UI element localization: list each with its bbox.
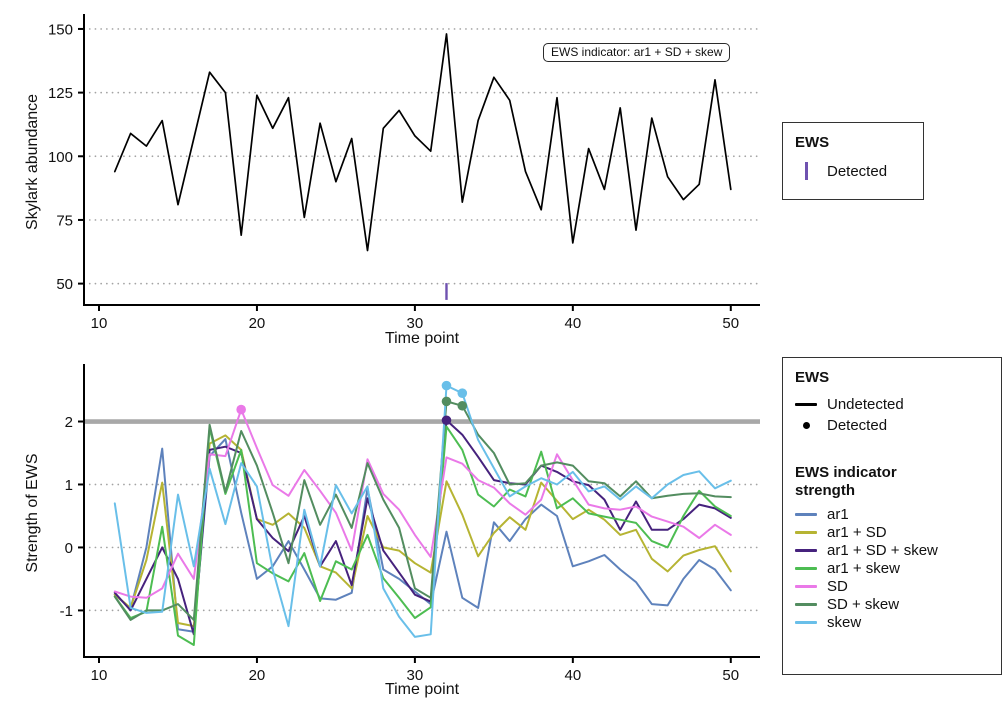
x-tick-label: 20 (249, 315, 266, 332)
legend-item-ar1-sd-skew: ar1 + SD + skew (795, 542, 989, 559)
legend-item-ar1-skew: ar1 + skew (795, 560, 989, 577)
top-x-axis-title: Time point (384, 330, 460, 347)
x-tick-label: 50 (722, 667, 739, 684)
detected-point (457, 400, 468, 411)
x-tick-label: 30 (407, 315, 424, 332)
y-tick-label: 75 (56, 212, 73, 229)
series-line-icon (795, 585, 817, 588)
ews-indicator-annotation: EWS indicator: ar1 + SD + skew (543, 43, 731, 62)
legend-item-undetected: Undetected (795, 396, 989, 413)
series-line-sd-skew (113, 400, 732, 621)
bottom-y-axis-title: Strength of EWS (24, 453, 41, 573)
x-tick-label: 50 (722, 315, 739, 332)
y-tick-label: 0 (65, 540, 73, 557)
series-line-icon (795, 513, 817, 516)
series-line-icon (795, 549, 817, 552)
legend-item-label: skew (827, 614, 862, 631)
detected-point (441, 396, 452, 407)
legend-item-detected: Detected (795, 162, 911, 180)
legend-item-sd: SD (795, 578, 989, 595)
x-tick-label: 10 (91, 315, 108, 332)
legend-item-label: Detected (827, 162, 888, 180)
legend-item-label: Undetected (827, 396, 904, 413)
detected-dot-icon (795, 422, 817, 429)
y-tick-label: 2 (65, 414, 73, 431)
series-line-sd (113, 408, 732, 599)
legend-item-detected: Detected (795, 417, 989, 434)
legend-item-sd-skew: SD + skew (795, 596, 989, 613)
top-chart-svg: 50 75 100 125 150 10 20 30 40 50 (48, 14, 761, 332)
x-tick-label: 40 (564, 315, 581, 332)
series-line-icon (795, 531, 817, 534)
series-line-skylark-abundance (113, 33, 732, 252)
legend-item-label: SD + skew (827, 596, 900, 613)
series-line-icon (795, 603, 817, 606)
series-line-icon (795, 567, 817, 570)
detected-point (457, 388, 468, 398)
y-tick-label: 150 (48, 21, 73, 38)
detected-point (441, 380, 452, 391)
y-tick-label: 125 (48, 85, 73, 102)
undetected-line-icon (795, 403, 817, 406)
x-tick-label: 40 (564, 667, 581, 684)
y-tick-label: 50 (56, 276, 73, 293)
legend-item-ar1: ar1 (795, 506, 989, 523)
bottom-x-axis-title: Time point (384, 681, 460, 698)
top-y-axis-title: Skylark abundance (24, 93, 41, 231)
x-tick-label: 30 (407, 667, 424, 684)
bottom-chart-svg: -1 0 1 2 10 20 30 40 50 (60, 364, 761, 684)
series-line-skew (113, 384, 732, 638)
y-tick-label: 1 (65, 477, 73, 494)
series-line-ar1-sd (113, 434, 732, 628)
detected-point (236, 404, 246, 415)
bottom-legend-strength-title: EWS indicator strength (795, 464, 897, 499)
detected-rug-icon (795, 162, 817, 180)
series-line-icon (795, 621, 817, 624)
x-tick-label: 10 (91, 667, 108, 684)
y-tick-label: -1 (60, 603, 73, 620)
detected-point (441, 415, 452, 426)
legend-item-ar1-sd: ar1 + SD (795, 524, 989, 541)
bottom-legend-ews-title: EWS (795, 369, 830, 386)
x-tick-label: 20 (249, 667, 266, 684)
y-tick-label: 100 (48, 149, 73, 166)
legend-item-label: ar1 + skew (827, 560, 900, 577)
legend-item-skew: skew (795, 614, 989, 631)
legend-item-label: Detected (827, 417, 888, 434)
legend-item-label: ar1 + SD (827, 524, 887, 541)
top-legend-title: EWS (795, 134, 830, 151)
legend-item-label: SD (827, 578, 848, 595)
legend-item-label: ar1 (827, 506, 849, 523)
top-legend: EWS Detected (782, 122, 924, 200)
legend-item-label: ar1 + SD + skew (827, 542, 938, 559)
series-line-ar1-sd-skew (113, 419, 732, 636)
bottom-legend: EWS Undetected Detected EWS indicator st… (782, 357, 1002, 675)
